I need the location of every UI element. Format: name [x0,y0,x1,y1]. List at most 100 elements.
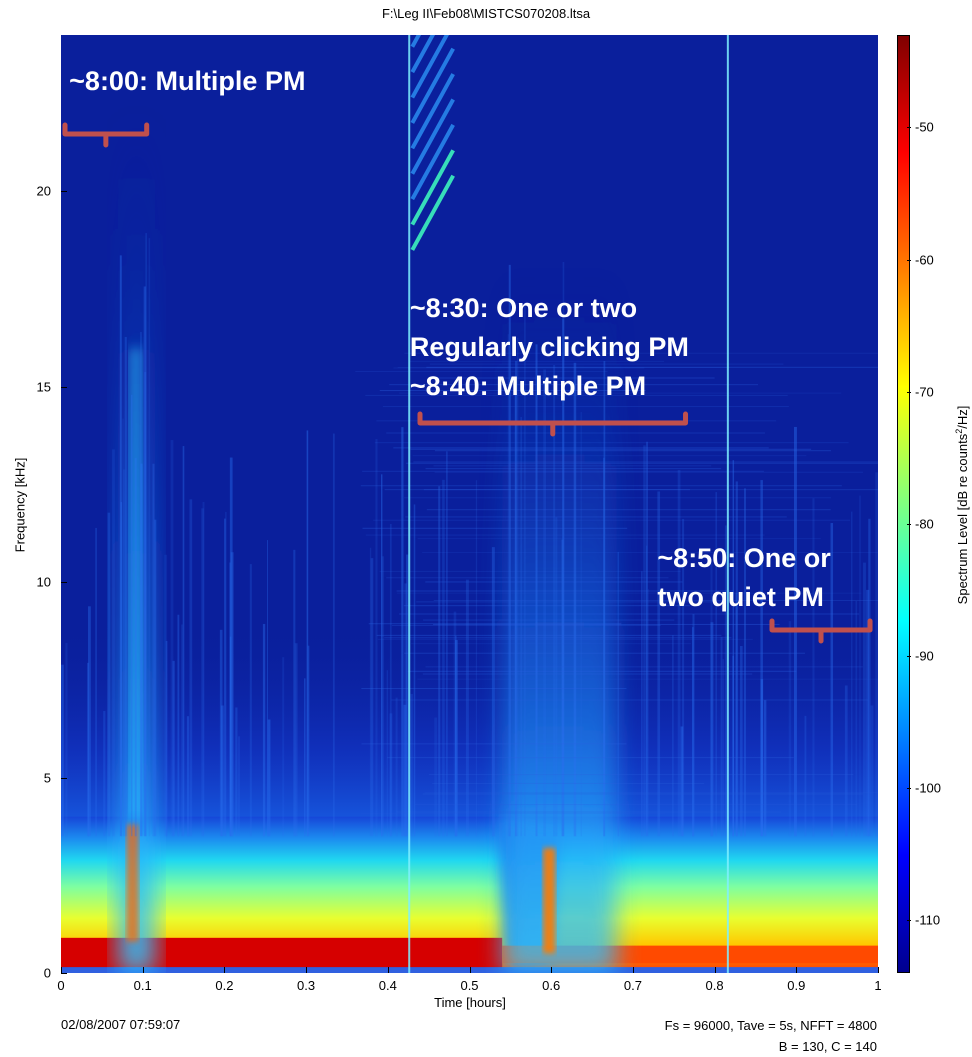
texture-line [424,792,878,794]
y-tick-mark [61,777,67,779]
texture-line [386,432,765,434]
texture-streak [514,387,517,837]
colorbar-tick-label: -70 [915,384,934,400]
texture-streak [475,480,478,837]
texture-streak [375,439,378,837]
texture-line [384,489,690,491]
texture-line [382,406,789,408]
texture-streak [381,556,385,837]
texture-line [365,534,765,536]
texture-line [410,448,812,450]
texture-line [422,551,878,553]
texture-streak [641,571,643,837]
x-tick-label: 0.7 [623,978,642,993]
texture-line [428,774,854,776]
texture-line [376,634,722,636]
texture-line [410,643,692,645]
colorbar-gradient [898,36,909,972]
colorbar-tick-label: -90 [915,648,934,664]
texture-streak [580,412,582,837]
texture-line [391,624,661,626]
texture-streak [647,589,649,837]
texture-line [360,485,842,487]
x-tick-mark [142,967,144,973]
texture-streak [282,657,285,837]
texture-line [397,367,730,369]
texture-streak [710,622,714,837]
texture-line [362,527,628,529]
swept-tone-line [410,35,436,74]
texture-line [404,497,831,499]
annotation-line: Regularly clicking PM [409,332,689,363]
y-tick-mark [61,582,67,584]
texture-line [374,442,849,444]
texture-streak [868,518,871,837]
texture-line [422,673,753,675]
texture-line [429,363,784,365]
texture-streak [181,624,183,837]
y-tick-label: 20 [36,183,51,199]
params-line-1: Fs = 96000, Tave = 5s, NFFT = 4800 [664,1018,877,1033]
texture-streak [735,481,738,837]
texture-streak [220,705,224,837]
spectrogram-plot [61,35,878,973]
texture-streak [170,440,174,837]
texture-line [393,447,769,449]
texture-line [425,666,863,668]
texture-streak [491,547,495,837]
texture-line [373,519,851,521]
texture-streak [680,726,684,837]
texture-streak [140,463,143,837]
texture-streak [643,445,646,837]
texture-streak [515,360,518,837]
colorbar-tick-mark [907,259,911,261]
texture-line [435,377,715,379]
start-timestamp: 02/08/2007 07:59:07 [61,1017,181,1032]
texture-line [407,670,797,672]
texture-streak [677,469,681,837]
texture-streak [763,700,767,837]
annotation-line: two quiet PM [657,582,824,613]
colorbar-tick-mark [907,523,911,525]
texture-line [433,600,878,602]
texture-line [406,462,878,464]
texture-streak [389,523,392,837]
texture-streak [682,518,685,837]
params-line-2: B = 130, C = 140 [778,1039,877,1054]
x-tick-mark [61,967,62,973]
texture-streak [859,495,861,837]
texture-streak [804,715,807,837]
texture-streak [130,394,133,837]
texture-streak [855,600,858,837]
x-axis-label: Time [hours] [434,995,506,1010]
annotation-2: ~8:30: One or two Regularly clicking PM ~8… [410,289,689,406]
x-tick-label: 1 [874,978,882,993]
texture-line [393,367,645,369]
colorbar-tick-mark [907,391,911,393]
x-tick-mark [632,967,634,973]
texture-line [355,370,608,372]
texture-streak [266,540,269,837]
x-tick-label: 0.6 [542,978,561,993]
texture-streak [672,635,674,837]
x-tick-label: 0.8 [705,978,724,993]
texture-line [361,812,666,814]
texture-streak [413,504,416,837]
texture-streak [744,488,746,837]
spectrogram-image [61,35,878,973]
texture-line [404,652,806,654]
annotation-bracket [417,411,689,437]
texture-streak [267,719,271,837]
annotation-3: ~8:50: One or two quiet PM [657,539,830,617]
colorbar-tick-mark [907,127,911,129]
texture-streak [724,525,727,837]
texture-streak [455,640,458,837]
y-tick-label: 0 [43,965,51,981]
texture-streak [124,336,127,837]
texture-streak [172,660,175,837]
texture-streak [230,552,234,837]
texture-streak [516,337,519,837]
texture-streak [646,441,648,837]
texture-streak [715,492,718,837]
texture-line [362,470,764,472]
